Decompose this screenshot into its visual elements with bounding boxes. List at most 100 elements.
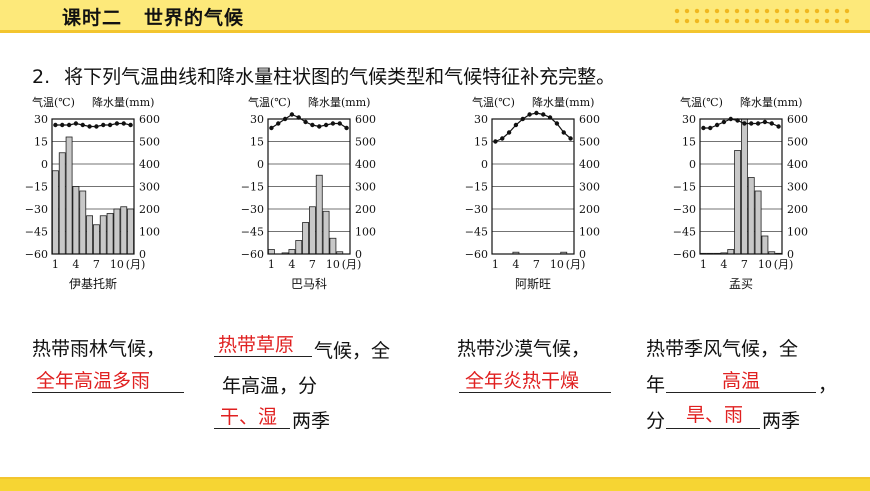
answer-4-underline-1 <box>666 392 816 393</box>
temperature-point <box>721 119 727 125</box>
temperature-point <box>742 121 747 126</box>
month-tick-label: 4 <box>512 258 519 271</box>
temperature-line <box>703 118 779 129</box>
answer-2-underline-2 <box>214 428 290 429</box>
temperature-point <box>500 136 505 141</box>
precip-bar <box>268 249 275 255</box>
answer-2-text-3: 两季 <box>292 410 331 432</box>
precip-bar <box>302 222 309 255</box>
temperature-point <box>101 122 106 128</box>
temp-tick-label: 15 <box>250 136 264 149</box>
precip-tick-label: 500 <box>139 136 160 149</box>
temp-tick-label: −45 <box>25 226 48 239</box>
station-name: 孟买 <box>729 277 753 291</box>
month-tick-label: 1 <box>492 258 499 271</box>
temp-tick-label: 30 <box>250 113 264 126</box>
temperature-point <box>87 124 92 129</box>
temperature-point <box>303 119 308 125</box>
precip-tick-label: 0 <box>579 248 586 261</box>
precip-bar <box>288 249 296 255</box>
lesson-label: 课时二 <box>62 7 123 29</box>
precip-bar <box>99 215 107 255</box>
answer-2-text-2: 年高温，分 <box>222 375 318 397</box>
precip-tick-label: 300 <box>355 181 376 194</box>
precip-axis-label: 降水量(mm) <box>532 95 594 109</box>
temperature-point <box>762 119 768 125</box>
answer-1-type: 热带雨林气候， <box>32 338 166 360</box>
precip-bar <box>52 170 59 255</box>
chart-svg: 气温(℃) 降水量(mm) 30 15 0 −15 −30 −45 −60 600 500 400 30… <box>25 95 160 291</box>
precip-axis-label: 降水量(mm) <box>92 95 154 109</box>
temperature-point <box>53 122 58 128</box>
question-number: 2. <box>32 66 51 88</box>
temp-tick-label: 15 <box>474 136 488 149</box>
footer-bar <box>0 477 870 491</box>
temperature-point <box>269 125 274 131</box>
temperature-point <box>276 121 281 126</box>
month-tick-label: 1 <box>268 258 275 271</box>
temp-tick-label: 30 <box>682 113 696 126</box>
month-unit-label: (月) <box>774 258 794 271</box>
temp-tick-label: −30 <box>241 203 264 216</box>
temperature-point <box>735 118 740 123</box>
precip-bar <box>309 206 316 255</box>
precip-axis-label: 降水量(mm) <box>308 95 370 109</box>
temp-tick-label: −15 <box>25 181 48 194</box>
temp-tick-label: −15 <box>241 181 264 194</box>
precip-bar <box>734 150 741 255</box>
temperature-point <box>289 112 295 117</box>
answer-3-type: 热带沙漠气候， <box>457 338 591 360</box>
answer-4-underline-2 <box>666 428 760 429</box>
temp-axis-label: 气温(℃) <box>680 95 723 109</box>
precip-tick-label: 0 <box>355 248 362 261</box>
precip-bar <box>106 213 114 255</box>
answer-2-blank-2: 干、湿 <box>220 406 278 428</box>
temperature-point <box>330 121 336 126</box>
station-name: 伊基托斯 <box>69 277 117 291</box>
temperature-point <box>73 121 79 126</box>
precip-tick-label: 100 <box>579 226 600 239</box>
precip-bar <box>86 215 93 255</box>
temperature-point <box>513 122 519 128</box>
temperature-point <box>561 130 566 135</box>
temp-axis-label: 气温(℃) <box>32 95 75 109</box>
precip-tick-label: 100 <box>139 226 160 239</box>
precip-bar <box>329 237 337 255</box>
month-tick-label: 4 <box>720 258 727 271</box>
page-title: 课时二 世界的气候 <box>62 3 244 30</box>
temperature-point <box>714 122 720 128</box>
temperature-point <box>527 112 532 117</box>
answer-3-underline <box>459 392 611 393</box>
precip-tick-label: 600 <box>787 113 808 126</box>
precip-tick-label: 400 <box>579 158 600 171</box>
precip-tick-label: 400 <box>787 158 808 171</box>
month-tick-label: 10 <box>110 258 124 271</box>
precip-tick-label: 500 <box>579 136 600 149</box>
temp-tick-label: −45 <box>673 226 696 239</box>
answer-4-blank-2: 旱、雨 <box>686 404 744 426</box>
temp-tick-label: −15 <box>465 181 488 194</box>
climate-chart-mumbai: 气温(℃) 降水量(mm) 30 15 0 −15 −30 −45 −60 600 500 400 30… <box>668 92 818 292</box>
month-tick-label: 7 <box>741 258 748 271</box>
precip-tick-label: 300 <box>139 181 160 194</box>
month-tick-label: 4 <box>288 258 295 271</box>
temp-tick-label: 0 <box>41 158 48 171</box>
temperature-point <box>107 122 113 128</box>
temperature-point <box>534 110 539 116</box>
answer-4-prefix-2: 分 <box>646 410 666 432</box>
temperature-point <box>541 112 546 117</box>
answer-2-text-1: 气候，全 <box>314 340 391 362</box>
month-tick-label: 10 <box>326 258 340 271</box>
temperature-point <box>769 121 774 126</box>
temperature-point <box>701 125 706 131</box>
precip-tick-label: 200 <box>787 203 808 216</box>
header-dot-pattern <box>672 6 852 26</box>
precip-tick-label: 100 <box>787 226 808 239</box>
precip-bar <box>727 249 735 255</box>
precip-bar <box>747 177 755 255</box>
climate-chart-iquitos: 气温(℃) 降水量(mm) 30 15 0 −15 −30 −45 −60 600 500 400 30… <box>20 92 170 292</box>
temp-tick-label: −45 <box>241 226 264 239</box>
temperature-point <box>749 121 754 126</box>
temperature-point <box>554 121 560 126</box>
month-unit-label: (月) <box>342 258 362 271</box>
